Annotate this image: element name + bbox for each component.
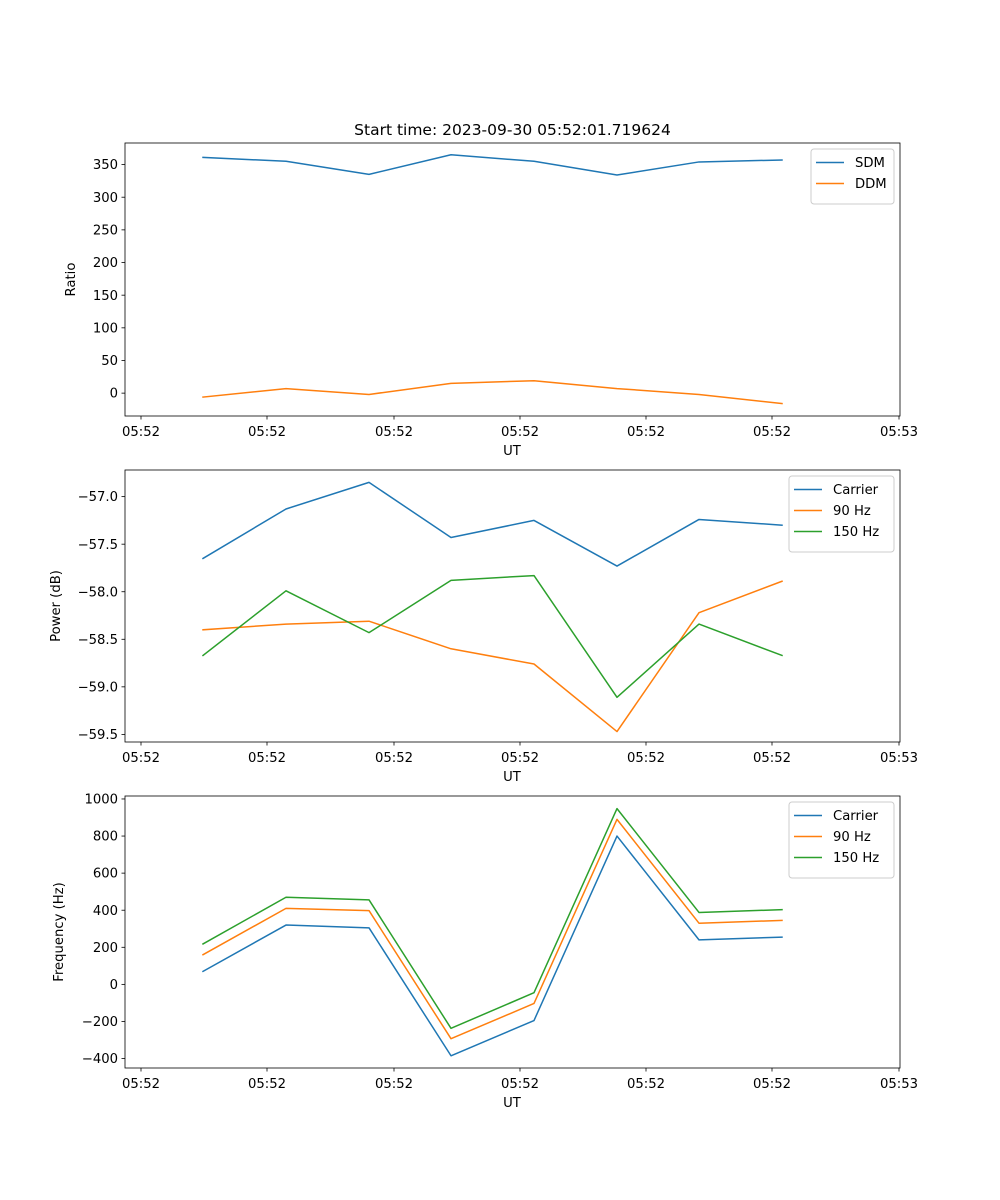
frequency-axes-frame xyxy=(124,795,901,1069)
frequency-x-tick-label: 05:52 xyxy=(375,1077,413,1092)
power-legend-label-carrier: Carrier xyxy=(833,483,879,498)
ratio-x-tick-label-end: 05:53 xyxy=(880,425,918,440)
power-axes-frame xyxy=(124,469,901,743)
power-x-tick-label: 05:52 xyxy=(248,751,286,766)
power-panel: −57.0 −57.5 −58.0 −58.5 −59.0 −59.5 05:52 05:52… xyxy=(49,469,918,785)
power-x-tick-label-end: 05:53 xyxy=(880,751,918,766)
ratio-x-axis-label: UT xyxy=(503,444,522,459)
ratio-series-ddm-line xyxy=(202,379,783,405)
frequency-x-tick-label: 05:52 xyxy=(248,1077,286,1092)
power-series-90hz-line xyxy=(202,580,783,733)
power-x-tick-label: 05:52 xyxy=(501,751,539,766)
power-series-carrier-line xyxy=(201,481,783,567)
frequency-legend-label-90hz: 90 Hz xyxy=(833,830,871,845)
frequency-y-axis-label: Frequency (Hz) xyxy=(52,882,67,981)
power-x-tick-label: 05:52 xyxy=(122,751,160,766)
ratio-y-tick-label: 100 xyxy=(93,321,118,336)
frequency-x-tick-label: 05:52 xyxy=(122,1077,160,1092)
frequency-y-tick-label: −200 xyxy=(82,1015,118,1030)
frequency-x-tick-label: 05:52 xyxy=(753,1077,791,1092)
ratio-legend-label-ddm: DDM xyxy=(855,177,887,192)
frequency-legend-label-150hz: 150 Hz xyxy=(833,851,879,866)
chart-title: Start time: 2023-09-30 05:52:01.719624 xyxy=(354,121,671,139)
frequency-y-tick-label: 400 xyxy=(93,904,118,919)
power-y-tick-label: −57.5 xyxy=(78,538,118,553)
power-x-tick-label: 05:52 xyxy=(627,751,665,766)
ratio-series-sdm-line xyxy=(202,154,783,176)
ratio-x-tick-label: 05:52 xyxy=(248,425,286,440)
ratio-panel: Start time: 2023-09-30 05:52:01.71962405… xyxy=(64,121,918,459)
ratio-y-axis-label: Ratio xyxy=(64,263,79,297)
frequency-panel: −400 −200 0 200 400 600 800 1000 05:52 05:52 05:52… xyxy=(52,793,918,1111)
frequency-legend-label-carrier: Carrier xyxy=(833,809,879,824)
frequency-y-tick-label: 0 xyxy=(110,978,118,993)
power-y-tick-label: −58.0 xyxy=(78,585,118,600)
ratio-y-tick-label: 50 xyxy=(101,354,118,369)
power-y-axis-label: Power (dB) xyxy=(49,570,64,642)
frequency-x-tick-label: 05:52 xyxy=(627,1077,665,1092)
ratio-axes-frame xyxy=(124,142,901,417)
frequency-series-carrier-line xyxy=(201,835,783,1057)
power-y-tick-label: −59.0 xyxy=(78,680,118,695)
power-legend-label-150hz: 150 Hz xyxy=(833,525,879,540)
frequency-legend xyxy=(788,801,895,879)
ratio-x-tick-label: 05:52 xyxy=(753,425,791,440)
frequency-y-tick-label: 600 xyxy=(93,867,118,882)
ratio-x-tick-label: 05:52 xyxy=(122,425,160,440)
power-y-tick-label: −57.0 xyxy=(78,490,118,505)
ratio-y-tick-label: 150 xyxy=(93,289,118,304)
frequency-x-axis-label: UT xyxy=(503,1096,522,1111)
power-y-tick-label: −59.5 xyxy=(78,728,118,743)
power-legend-label-90hz: 90 Hz xyxy=(833,504,871,519)
frequency-series-90hz-line xyxy=(201,818,783,1040)
frequency-x-tick-label-end: 05:53 xyxy=(880,1077,918,1092)
power-x-tick-label: 05:52 xyxy=(375,751,413,766)
frequency-series-150hz-line xyxy=(201,807,783,1030)
frequency-y-tick-label: 200 xyxy=(93,941,118,956)
power-legend xyxy=(788,475,895,553)
frequency-y-tick-label: 800 xyxy=(93,830,118,845)
power-y-tick-label: −58.5 xyxy=(78,633,118,648)
power-series-150hz-line xyxy=(201,574,783,699)
ratio-x-tick-label: 05:52 xyxy=(501,425,539,440)
frequency-y-tick-label: −400 xyxy=(82,1052,118,1067)
ratio-y-tick-label: 300 xyxy=(93,191,118,206)
frequency-x-tick-label: 05:52 xyxy=(501,1077,539,1092)
ratio-x-tick-label: 05:52 xyxy=(627,425,665,440)
frequency-y-tick-label: 1000 xyxy=(84,793,118,808)
ratio-y-tick-label: 350 xyxy=(93,158,118,173)
ratio-y-tick-label: 250 xyxy=(93,223,118,238)
ratio-y-tick-label: 200 xyxy=(93,256,118,271)
ratio-y-tick-label: 0 xyxy=(110,387,118,402)
ratio-legend-label-sdm: SDM xyxy=(855,156,885,171)
power-x-tick-label: 05:52 xyxy=(753,751,791,766)
power-x-axis-label: UT xyxy=(503,770,522,785)
ratio-x-tick-label: 05:52 xyxy=(375,425,413,440)
